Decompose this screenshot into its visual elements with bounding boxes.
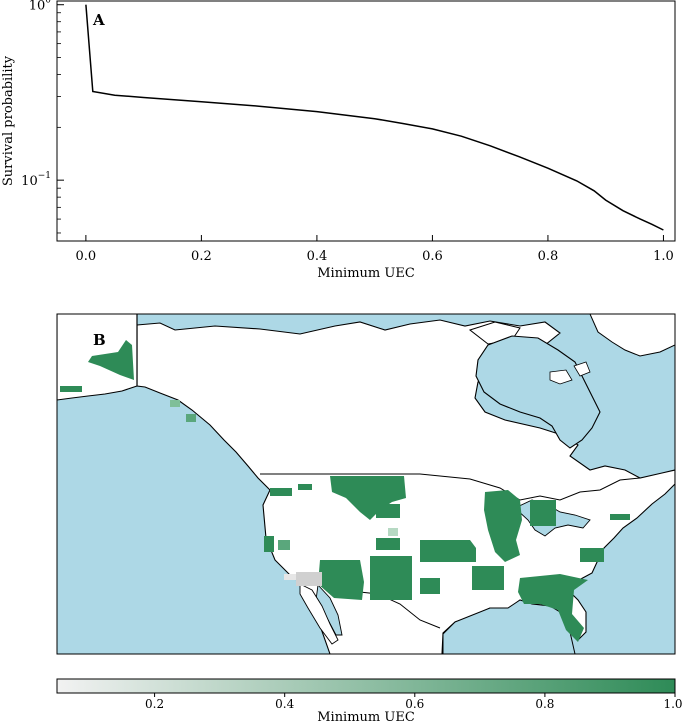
hudson-island <box>549 369 573 385</box>
x-tick-label: 1.0 <box>653 249 674 264</box>
uec-region-arizona <box>318 560 364 600</box>
uec-region-socal-low <box>296 572 322 586</box>
hudson-bay <box>475 335 601 449</box>
y-tick-label: 100 <box>29 0 52 14</box>
hudson-island-2 <box>573 361 591 377</box>
uec-region-ca-n <box>264 536 274 552</box>
uec-region-nv <box>278 540 290 550</box>
colorbar: 0.2 0.4 0.6 0.8 1.0 Minimum UEC <box>56 678 683 724</box>
uec-region-southeast <box>518 574 588 642</box>
uec-map: B <box>56 313 676 655</box>
uec-regions <box>60 340 630 642</box>
us-canada-border <box>260 473 641 501</box>
survival-chart: A 0.0 0.2 0.4 0.6 0.8 1.0 100 10−1 Minimum UEC… <box>1 0 676 281</box>
uec-region-socal-low2 <box>284 574 296 580</box>
uec-region-bc <box>186 414 196 422</box>
uec-region-va <box>580 548 604 562</box>
survival-curve <box>85 4 664 231</box>
x-tick-label: 0.8 <box>538 249 559 264</box>
x-tick-label: 0.2 <box>191 249 212 264</box>
uec-region-alaska <box>88 340 134 380</box>
colorbar-ticks: 0.2 0.4 0.6 0.8 1.0 <box>145 693 683 711</box>
uec-region-tx <box>420 578 440 594</box>
colorbar-tick-label: 1.0 <box>663 697 682 711</box>
baja-california <box>299 583 339 645</box>
uec-region-arkansas <box>472 566 504 590</box>
uec-region-wy <box>376 504 400 518</box>
uec-region-wa2 <box>298 484 312 490</box>
y-axis-ticks: 100 10−1 <box>21 0 64 234</box>
uec-region-co-small <box>388 528 398 536</box>
uec-region-montana <box>330 476 406 520</box>
uec-region-midwest <box>484 490 522 562</box>
chart-a-frame <box>56 0 676 242</box>
uec-region-co <box>376 538 400 550</box>
y-tick-label: 10−1 <box>21 171 51 189</box>
y-axis-label: Survival probability <box>1 55 16 186</box>
x-axis-label: Minimum UEC <box>317 266 415 281</box>
colorbar-gradient <box>56 678 676 694</box>
uec-region-aleutian <box>60 386 82 392</box>
uec-region-wa <box>270 488 292 496</box>
uec-region-ne <box>610 514 630 520</box>
arctic-land <box>589 314 675 357</box>
x-tick-label: 0.6 <box>422 249 443 264</box>
colorbar-label: Minimum UEC <box>317 710 415 724</box>
uec-region-nm <box>370 556 412 600</box>
x-tick-label: 0.0 <box>76 249 97 264</box>
colorbar-tick-label: 0.8 <box>535 697 554 711</box>
x-axis-ticks: 0.0 0.2 0.4 0.6 0.8 1.0 <box>76 235 674 264</box>
uec-region-kansas <box>420 540 476 562</box>
uec-region-yukon <box>170 400 180 407</box>
panel-a-label: A <box>92 11 105 29</box>
map-frame <box>56 313 676 655</box>
colorbar-tick-label: 0.4 <box>275 697 294 711</box>
colorbar-tick-label: 0.2 <box>145 697 164 711</box>
uec-region-michigan <box>530 500 556 526</box>
colorbar-tick-label: 0.6 <box>405 697 424 711</box>
panel-b-label: B <box>93 331 106 349</box>
x-tick-label: 0.4 <box>307 249 328 264</box>
